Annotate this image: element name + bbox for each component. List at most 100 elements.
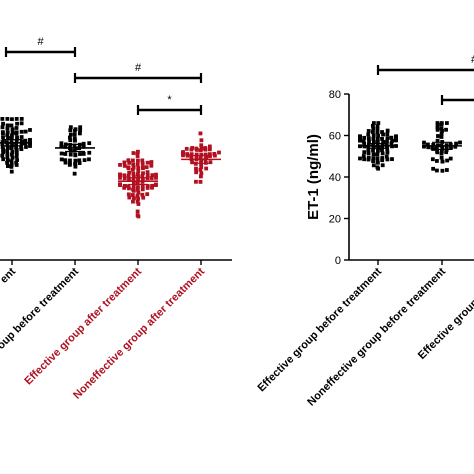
- data-point: [63, 158, 68, 163]
- data-point: [145, 184, 150, 188]
- data-point: [431, 166, 436, 171]
- data-point: [9, 136, 14, 141]
- data-point: [154, 172, 158, 177]
- data-point: [199, 138, 204, 143]
- data-point: [1, 135, 5, 140]
- data-point: [454, 141, 458, 146]
- data-point: [385, 136, 390, 140]
- data-point: [135, 154, 140, 159]
- data-point: [371, 126, 376, 131]
- data-point: [14, 163, 19, 167]
- data-point: [19, 145, 23, 150]
- data-point: [371, 159, 376, 163]
- data-point: [366, 151, 371, 156]
- data-point: [136, 166, 141, 170]
- data-point: [126, 165, 131, 170]
- data-point: [122, 183, 127, 188]
- y-tick-label: 40: [329, 172, 341, 184]
- data-point: [14, 145, 19, 150]
- data-point: [87, 141, 92, 146]
- data-point: [131, 199, 135, 204]
- data-point: [385, 128, 390, 133]
- data-point: [78, 125, 83, 130]
- data-point: [118, 182, 122, 187]
- data-point: [5, 126, 10, 131]
- data-point: [140, 192, 145, 197]
- data-point: [435, 127, 440, 132]
- data-point: [394, 137, 398, 142]
- data-point: [375, 124, 380, 129]
- data-point: [72, 171, 77, 176]
- data-point: [375, 159, 380, 164]
- data-point: [63, 144, 68, 149]
- data-point: [366, 136, 371, 141]
- data-point: [73, 138, 77, 143]
- data-point: [136, 169, 141, 173]
- data-point: [1, 147, 6, 152]
- data-point: [118, 162, 122, 167]
- data-point: [19, 141, 24, 146]
- data-point: [9, 146, 14, 151]
- data-point: [194, 152, 199, 157]
- data-point: [5, 117, 10, 121]
- data-point: [440, 146, 445, 151]
- data-point: [131, 187, 135, 192]
- data-point: [67, 135, 72, 140]
- data-point: [385, 139, 389, 144]
- data-point: [131, 165, 136, 170]
- data-point: [204, 166, 209, 171]
- data-point: [122, 160, 127, 165]
- data-point: [375, 152, 380, 157]
- data-point: [14, 117, 19, 121]
- data-point: [380, 145, 385, 150]
- data-point: [24, 145, 28, 149]
- data-point: [68, 125, 73, 130]
- significance-label: #: [135, 62, 142, 74]
- data-point: [73, 164, 78, 169]
- data-point: [439, 126, 444, 131]
- data-point: [436, 134, 440, 138]
- data-point: [199, 152, 204, 157]
- data-point: [371, 152, 376, 157]
- data-point: [375, 156, 380, 161]
- data-point: [199, 171, 204, 176]
- data-point: [375, 165, 380, 170]
- data-point: [194, 146, 199, 151]
- data-point: [5, 123, 10, 128]
- data-point: [194, 170, 199, 175]
- data-point: [150, 183, 155, 188]
- data-point: [390, 157, 394, 162]
- data-point: [435, 121, 440, 125]
- data-point: [9, 123, 14, 128]
- data-point: [81, 151, 86, 156]
- data-point: [135, 187, 140, 192]
- data-point: [78, 152, 82, 156]
- data-point: [59, 144, 64, 149]
- data-point: [435, 125, 440, 130]
- data-point: [28, 144, 32, 148]
- data-point: [380, 142, 385, 147]
- x-category-label: Noneffective group before treatment: [305, 265, 448, 408]
- data-point: [194, 155, 199, 160]
- data-point: [376, 149, 380, 153]
- data-point: [199, 159, 203, 164]
- data-point: [1, 157, 6, 162]
- data-point: [439, 155, 444, 160]
- data-point: [78, 131, 82, 136]
- data-point: [136, 202, 141, 206]
- x-category-label: Noneffective group after treatment: [71, 265, 207, 401]
- data-point: [5, 160, 9, 165]
- data-point: [118, 172, 122, 177]
- data-point: [376, 133, 380, 138]
- data-point: [189, 152, 194, 157]
- data-point: [444, 121, 449, 125]
- data-point: [430, 145, 435, 150]
- y-tick-label: 20: [329, 214, 341, 226]
- data-point: [385, 157, 390, 162]
- data-point: [14, 148, 19, 152]
- data-point: [366, 142, 371, 147]
- data-point: [135, 193, 140, 198]
- data-point: [367, 139, 371, 144]
- data-point: [458, 140, 462, 145]
- data-point: [9, 162, 14, 167]
